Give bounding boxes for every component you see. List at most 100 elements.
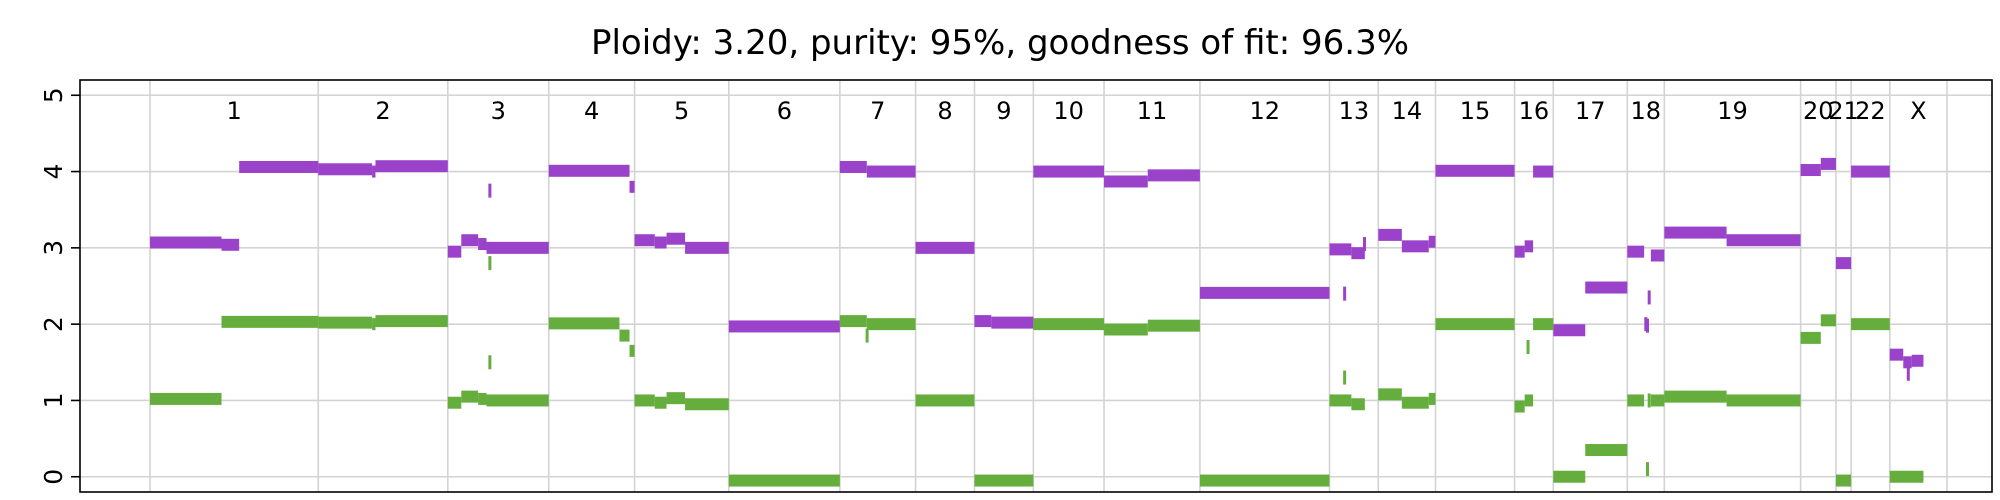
minor-segment-0 xyxy=(150,392,222,405)
minor-small-segment-1 xyxy=(488,355,492,370)
y-tick-label-1: 1 xyxy=(39,392,68,408)
chromosome-label-19: 19 xyxy=(1717,97,1748,125)
chromosome-label-8: 8 xyxy=(937,97,952,125)
major-segment-47 xyxy=(1911,354,1924,367)
minor-segment-37 xyxy=(1650,394,1665,407)
chromosome-label-4: 4 xyxy=(584,97,599,125)
major-segment-34 xyxy=(1533,165,1554,178)
segments xyxy=(150,157,1924,487)
chromosome-label-9: 9 xyxy=(996,97,1011,125)
major-segment-23 xyxy=(1104,175,1148,188)
major-small-segment-2 xyxy=(1343,286,1347,301)
chromosome-label-12: 12 xyxy=(1249,97,1280,125)
minor-segment-17 xyxy=(839,315,867,328)
major-segment-28 xyxy=(1378,228,1402,241)
chromosome-label-20: 20 xyxy=(1803,97,1834,125)
major-small-segment-4 xyxy=(1647,290,1651,305)
major-segment-12 xyxy=(634,234,655,247)
major-segment-18 xyxy=(866,165,916,178)
chromosome-label-18: 18 xyxy=(1631,97,1662,125)
major-segment-11 xyxy=(629,180,635,193)
major-segment-44 xyxy=(1851,165,1890,178)
minor-segment-7 xyxy=(478,392,487,405)
minor-small-segment-0 xyxy=(488,256,492,271)
chromosome-label-5: 5 xyxy=(674,97,689,125)
chromosome-label-13: 13 xyxy=(1339,97,1370,125)
major-segment-43 xyxy=(1835,257,1852,270)
plot-area-frame xyxy=(79,79,1993,493)
minor-segment-33 xyxy=(1533,318,1554,331)
minor-segment-40 xyxy=(1800,331,1821,344)
major-segment-5 xyxy=(375,160,448,173)
minor-small-segment-2 xyxy=(1343,370,1347,385)
minor-segment-34 xyxy=(1553,470,1586,483)
y-tick-label-5: 5 xyxy=(39,87,68,103)
minor-segment-16 xyxy=(728,474,840,487)
minor-segment-22 xyxy=(1104,323,1148,336)
major-segment-22 xyxy=(1033,165,1105,178)
major-segment-39 xyxy=(1664,226,1727,239)
major-segment-46 xyxy=(1903,356,1912,369)
major-segment-29 xyxy=(1401,240,1429,253)
major-segment-32 xyxy=(1514,245,1525,258)
major-segment-10 xyxy=(548,164,630,177)
major-segment-1 xyxy=(221,238,240,251)
major-segment-13 xyxy=(654,236,667,249)
minor-segment-29 xyxy=(1428,392,1436,405)
major-segment-36 xyxy=(1585,281,1628,294)
minor-segment-24 xyxy=(1199,474,1330,487)
grid xyxy=(80,80,1992,492)
minor-segment-13 xyxy=(654,396,667,409)
major-small-segment-1 xyxy=(1362,237,1366,252)
minor-segment-27 xyxy=(1378,388,1402,401)
minor-segment-11 xyxy=(629,344,635,357)
major-segment-3 xyxy=(318,163,373,176)
major-segment-27 xyxy=(1351,247,1365,260)
minor-segment-19 xyxy=(915,394,975,407)
major-segment-37 xyxy=(1627,245,1645,258)
chromosome-label-7: 7 xyxy=(870,97,885,125)
major-segment-7 xyxy=(461,234,479,247)
major-segment-40 xyxy=(1726,234,1801,247)
major-segment-15 xyxy=(685,241,729,254)
major-segment-0 xyxy=(150,236,222,249)
minor-segment-23 xyxy=(1147,319,1200,332)
series-major xyxy=(150,157,1924,381)
major-segment-16 xyxy=(728,320,840,333)
chromosome-label-3: 3 xyxy=(491,97,506,125)
minor-segment-1 xyxy=(221,315,319,328)
major-segment-9 xyxy=(486,241,549,254)
minor-small-segment-3 xyxy=(1526,340,1530,355)
minor-segment-18 xyxy=(866,318,916,331)
minor-segment-8 xyxy=(486,394,549,407)
minor-small-segment-5 xyxy=(1647,393,1651,408)
minor-segment-43 xyxy=(1851,318,1890,331)
chromosome-label-21: 21 xyxy=(1828,97,1859,125)
minor-segment-3 xyxy=(372,318,376,331)
y-axis: 0 1 2 3 4 5 xyxy=(39,87,80,485)
major-segment-41 xyxy=(1800,164,1821,177)
major-segment-25 xyxy=(1199,286,1330,299)
major-segment-17 xyxy=(839,160,867,173)
chromosome-label-11: 11 xyxy=(1137,97,1168,125)
chromosome-label-2: 2 xyxy=(375,97,390,125)
minor-segment-38 xyxy=(1664,390,1727,403)
major-small-segment-5 xyxy=(1646,318,1649,333)
major-small-segment-6 xyxy=(1906,366,1910,381)
chromosome-label-1: 1 xyxy=(226,97,241,125)
minor-segment-20 xyxy=(974,474,1034,487)
minor-segment-10 xyxy=(619,329,630,342)
chromosome-label-X: X xyxy=(1910,97,1926,125)
major-segment-33 xyxy=(1524,240,1534,253)
minor-small-segment-6 xyxy=(865,328,869,343)
minor-segment-12 xyxy=(634,394,655,407)
chromosome-label-10: 10 xyxy=(1053,97,1084,125)
minor-segment-25 xyxy=(1329,394,1352,407)
major-small-segment-3 xyxy=(1644,317,1648,332)
minor-segment-32 xyxy=(1524,394,1534,407)
major-small-segment-0 xyxy=(488,183,492,198)
major-segment-19 xyxy=(915,241,975,254)
chromosome-label-16: 16 xyxy=(1519,97,1550,125)
